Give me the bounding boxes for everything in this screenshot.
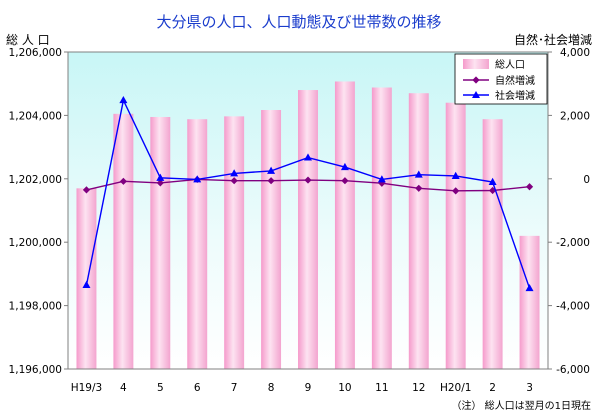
left-tick-label: 1,206,000: [9, 47, 62, 59]
social-change-point: [340, 162, 349, 171]
x-tick-label: 4: [120, 382, 127, 394]
natural-change-point: [525, 183, 534, 191]
natural-change-point: [119, 177, 127, 185]
social-change-point: [82, 280, 91, 288]
x-tick-label: H19/3: [71, 382, 102, 394]
natural-change-point: [378, 179, 386, 187]
bar-total-population: [187, 119, 208, 369]
x-tick-label: 11: [375, 382, 388, 394]
natural-change-point: [489, 186, 497, 195]
natural-change-point: [452, 187, 460, 195]
bar-total-population: [224, 116, 245, 369]
legend-label: 総人口: [495, 58, 525, 71]
social-change-point: [304, 153, 312, 161]
right-tick-label: -2,000: [556, 237, 590, 249]
x-tick-label: 2: [489, 382, 496, 394]
natural-change-point: [82, 186, 91, 194]
bar-total-population: [371, 87, 392, 369]
bar-total-population: [298, 90, 318, 369]
natural-change-point: [267, 177, 275, 185]
plot-frame: [67, 51, 549, 370]
x-tick-label: H20/1: [440, 382, 471, 394]
left-axis: 1,196,000 1,198,000 1,200,000 1,202,000 1,20…: [9, 47, 68, 376]
x-tick-label: 10: [338, 382, 351, 394]
x-tick-label: 3: [526, 382, 533, 394]
x-tick-label: 6: [194, 382, 201, 394]
bar-total-population: [334, 81, 355, 369]
social-change-point: [414, 170, 423, 178]
natural-change-point: [341, 177, 349, 185]
right-axis-title: 自然･社会増減: [514, 32, 592, 47]
natural-change-point: [230, 177, 238, 185]
social-change-point: [377, 175, 386, 183]
legend-marker-natural-change: [472, 76, 480, 84]
bar-total-population: [519, 235, 540, 369]
x-tick-label: 9: [305, 382, 312, 394]
line-series: [82, 95, 534, 292]
right-tick-label: -6,000: [556, 364, 590, 376]
left-tick-label: 1,202,000: [9, 174, 62, 186]
x-tick-label: 12: [412, 382, 425, 394]
footnote: （注） 総人口は翌月の1日現在: [451, 399, 591, 412]
x-axis: H19/3 4 5 6 7 8 9 10 11 12 H20/1 2 3: [71, 382, 533, 394]
right-axis: -6,000 -4,000 -2,000 0 2,000 4,000: [548, 47, 590, 376]
chart-title: 大分県の人口、人口動態及び世帯数の推移: [156, 13, 441, 31]
x-tick-label: 7: [231, 382, 238, 394]
bar-total-population: [482, 119, 503, 369]
social-change-point: [193, 175, 202, 183]
left-tick-label: 1,198,000: [9, 301, 62, 313]
right-tick-label: 2,000: [560, 110, 590, 122]
right-tick-label: 0: [583, 174, 590, 186]
social-change-point: [267, 166, 276, 174]
social-change-point: [156, 173, 165, 181]
left-tick-label: 1,200,000: [9, 237, 62, 249]
legend-label: 自然増減: [495, 74, 535, 87]
social-change-point: [488, 177, 497, 185]
left-tick-label: 1,196,000: [9, 364, 62, 376]
bar-total-population: [408, 93, 429, 370]
legend-label: 社会増減: [495, 89, 535, 102]
bar-total-population: [76, 188, 97, 369]
natural-change-point: [304, 176, 312, 184]
social-change-point: [451, 171, 460, 179]
bar-total-population: [113, 113, 134, 369]
legend-marker-social-change: [472, 91, 480, 98]
left-axis-title: 総 人 口: [6, 33, 50, 47]
bar-total-population: [261, 110, 282, 370]
right-tick-label: 4,000: [560, 47, 590, 59]
bar-total-population: [150, 116, 171, 369]
social-change-point: [525, 283, 534, 292]
legend-swatch-total-population: [463, 59, 489, 69]
natural-change-point: [156, 179, 164, 187]
social-change-point: [230, 169, 239, 177]
social-change-point: [119, 95, 128, 104]
natural-change-point: [415, 184, 423, 192]
right-tick-label: -4,000: [556, 301, 590, 313]
left-tick-label: 1,204,000: [9, 110, 62, 122]
x-tick-label: 5: [157, 382, 164, 394]
x-tick-label: 8: [268, 382, 275, 394]
bar-total-population: [445, 102, 466, 369]
